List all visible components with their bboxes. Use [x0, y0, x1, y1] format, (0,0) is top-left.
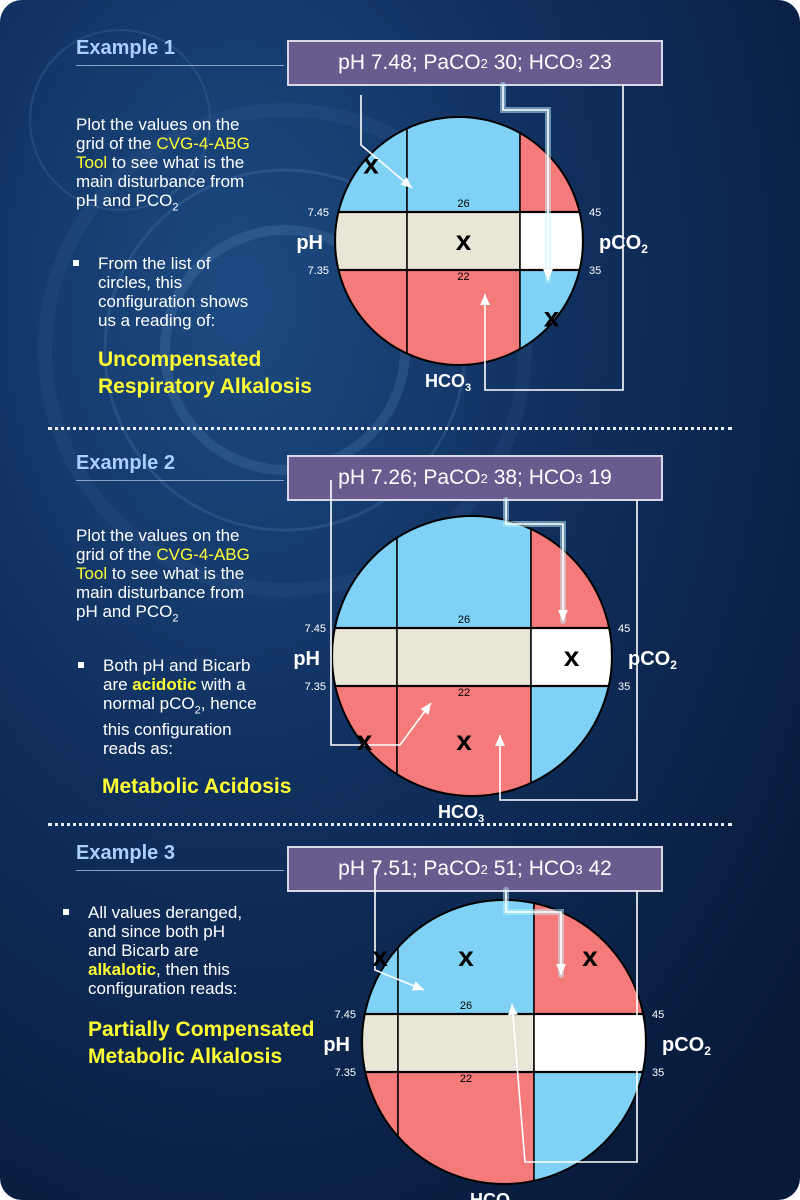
example-1-title: Example 1	[76, 37, 175, 59]
example-2-intro: Plot the values on the grid of the CVG-4…	[76, 526, 250, 625]
ph-high-label: 7.45	[335, 1009, 356, 1021]
value-mark-x: x	[372, 941, 388, 972]
value-mark-x: x	[544, 302, 560, 333]
grid-cell-r2-c1	[406, 269, 521, 365]
hco3-arrow	[507, 890, 638, 1163]
example-1-intro: Plot the values on the grid of the CVG-4…	[76, 115, 250, 214]
hco3-high-label: 26	[457, 198, 469, 210]
grid-outline	[331, 515, 613, 797]
example-3-values: pH 7.51; PaCO 2 51; HCO 3 42	[287, 846, 663, 892]
example-2-diagnosis: Metabolic Acidosis	[102, 775, 292, 798]
example-2-title: Example 2	[76, 452, 175, 474]
grid-cell-r1-c1	[396, 627, 532, 687]
ph-low-label: 7.35	[335, 1067, 356, 1079]
pco2-high-label: 45	[618, 623, 630, 635]
example-1-diagnosis: Uncompensated Respiratory Alkalosis	[98, 348, 312, 398]
ph-arrow	[360, 95, 413, 189]
example-3-title: Example 3	[76, 842, 175, 864]
ph-axis-label: pH	[293, 648, 320, 670]
hco3-axis-label: HCO3	[438, 802, 484, 825]
ph-low-label: 7.35	[308, 265, 329, 277]
example-3-bullet: All values deranged, and since both pH a…	[63, 903, 298, 998]
pco2-arrow	[505, 890, 566, 975]
pco2-low-label: 35	[618, 681, 630, 693]
pco2-low-label: 35	[589, 265, 601, 277]
value-mark-x: x	[564, 641, 580, 672]
hco3-axis-label: HCO3	[425, 371, 471, 394]
grid-cell-r2-c1	[397, 1071, 535, 1184]
pco2-arrow	[502, 85, 553, 280]
hco3-arrow	[495, 500, 638, 801]
grid-cell-r1-c0	[335, 211, 408, 271]
ph-axis-label: pH	[296, 232, 323, 254]
ph-axis-label: pH	[323, 1034, 350, 1056]
hco3-arrow	[480, 85, 624, 391]
normal-band	[335, 210, 583, 272]
pco2-axis-label: pCO2	[628, 648, 677, 672]
ph-arrow	[374, 868, 425, 991]
ph-arrow	[330, 480, 432, 746]
grid-cells	[362, 900, 646, 1184]
divider-1	[48, 427, 732, 430]
pco2-axis-label: pCO2	[662, 1034, 711, 1058]
example-1-rule	[76, 65, 284, 66]
normal-band	[332, 626, 612, 688]
value-mark-x: x	[456, 225, 472, 256]
pco2-low-label: 35	[652, 1067, 664, 1079]
pco2-axis-label: pCO2	[599, 232, 648, 256]
hco3-low-label: 22	[458, 687, 470, 699]
grid-cell-r2-c1	[396, 685, 532, 796]
ph-low-label: 7.35	[305, 681, 326, 693]
value-mark-x: x	[458, 941, 474, 972]
grid-cell-r0-c1	[396, 516, 532, 629]
grid-outline	[334, 116, 584, 366]
pco2-arrow	[505, 500, 568, 621]
divider-2	[48, 823, 732, 826]
hco3-low-label: 22	[457, 271, 469, 283]
ph-high-label: 7.45	[305, 623, 326, 635]
hco3-axis-label: HCO3	[470, 1190, 516, 1200]
example-2-values: pH 7.26; PaCO 2 38; HCO 3 19	[287, 455, 663, 501]
value-mark-x: x	[363, 149, 379, 180]
example-1-bullet: From the list of circles, this configura…	[73, 254, 298, 330]
hco3-low-label: 22	[460, 1073, 472, 1085]
normal-band	[362, 1012, 646, 1074]
pco2-high-label: 45	[652, 1009, 664, 1021]
example-1-values: pH 7.48; PaCO 2 30; HCO 3 23	[287, 40, 663, 86]
value-mark-x: x	[456, 725, 472, 756]
value-mark-x: x	[582, 941, 598, 972]
hco3-high-label: 26	[460, 1000, 472, 1012]
example-3-diagnosis: Partially Compensated Metabolic Alkalosi…	[88, 1018, 315, 1068]
example-2-bullet: Both pH and Bicarb are acidotic with a n…	[78, 656, 303, 758]
example-2-rule	[76, 480, 284, 481]
value-mark-x: x	[357, 725, 373, 756]
grid-cell-r1-c2	[533, 1013, 646, 1073]
pco2-high-label: 45	[589, 207, 601, 219]
example-3-rule	[76, 870, 284, 871]
grid-cell-r1-c0	[362, 1013, 399, 1073]
ph-high-label: 7.45	[308, 207, 329, 219]
grid-cell-r2-c2	[533, 1071, 646, 1184]
hco3-high-label: 26	[458, 614, 470, 626]
grid-cell-r2-c0	[362, 1071, 399, 1184]
